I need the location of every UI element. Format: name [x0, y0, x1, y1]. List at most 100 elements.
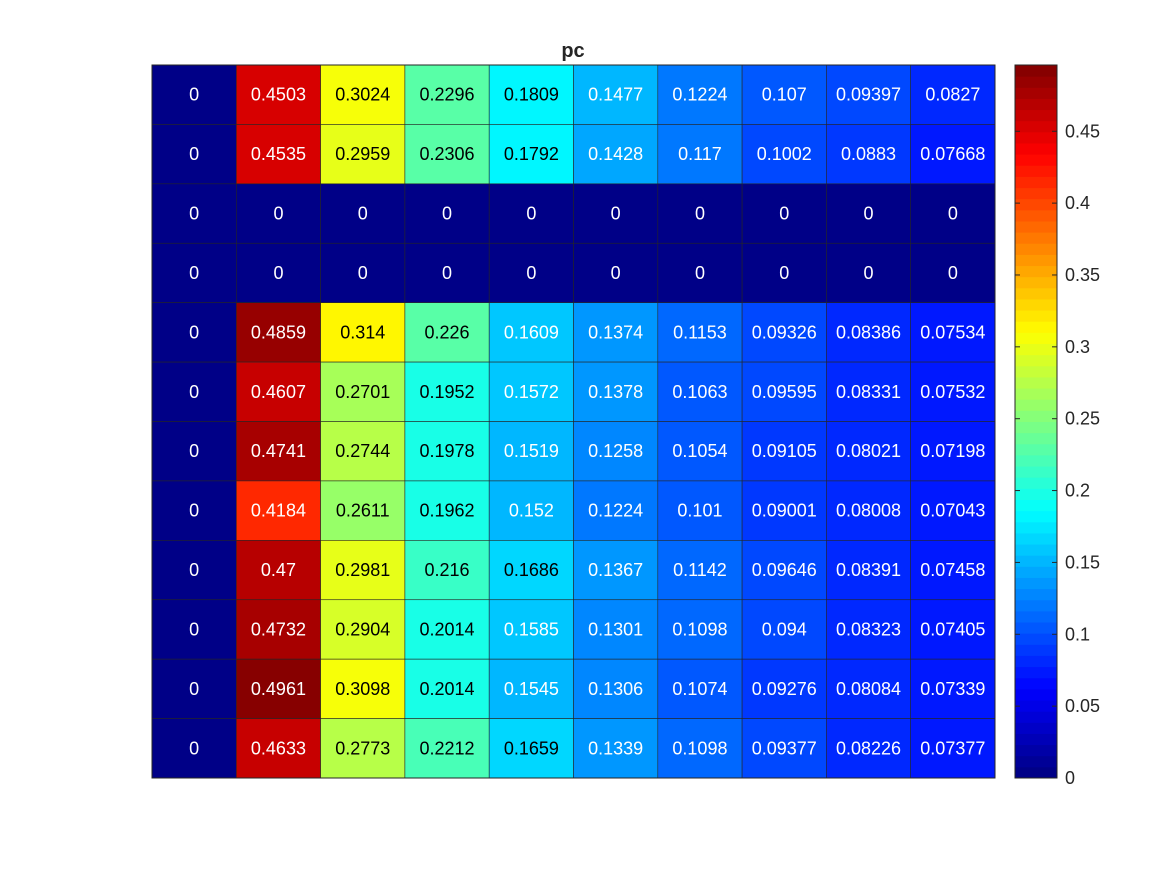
colorbar-segment [1015, 376, 1057, 389]
heatmap-cell [741, 421, 827, 482]
heatmap-cell-label: 0.09377 [752, 738, 817, 758]
heatmap-cell-label: 0 [189, 204, 199, 224]
colorbar-segment [1015, 131, 1057, 144]
colorbar-segment [1015, 733, 1057, 746]
colorbar-tick-label: 0.25 [1065, 409, 1100, 429]
heatmap-cell-label: 0 [189, 85, 199, 105]
heatmap-cell-label: 0.07339 [920, 679, 985, 699]
heatmap-cell-label: 0 [442, 263, 452, 283]
colorbar-segment [1015, 109, 1057, 122]
heatmap-cell-label: 0.2981 [335, 560, 390, 580]
heatmap-cell [826, 540, 912, 601]
heatmap-cell-label: 0.4607 [251, 382, 306, 402]
colorbar-segment [1015, 220, 1057, 233]
heatmap-cell-label: 0.4633 [251, 738, 306, 758]
heatmap-cell-label: 0 [273, 204, 283, 224]
heatmap-cell [320, 124, 406, 185]
colorbar-segment [1015, 599, 1057, 612]
heatmap-cell-label: 0.08084 [836, 679, 901, 699]
heatmap-cell [657, 540, 743, 601]
heatmap-cell-label: 0.4535 [251, 144, 306, 164]
colorbar-segment [1015, 354, 1057, 367]
heatmap-cell-label: 0.09105 [752, 441, 817, 461]
heatmap-cell-label: 0.1098 [672, 619, 727, 639]
heatmap-cell-label: 0.1054 [672, 441, 727, 461]
heatmap-cell-label: 0 [358, 263, 368, 283]
heatmap-cell [910, 64, 996, 125]
heatmap-cell-label: 0.1809 [504, 85, 559, 105]
colorbar-segment [1015, 142, 1057, 155]
heatmap-cell-label: 0.314 [340, 322, 385, 342]
heatmap-cell [826, 421, 912, 482]
heatmap-cell-label: 0 [864, 204, 874, 224]
heatmap-cell [910, 302, 996, 363]
heatmap-cell [741, 242, 827, 303]
heatmap-cell [741, 658, 827, 719]
colorbar-segment [1015, 666, 1057, 679]
colorbar-segment [1015, 276, 1057, 289]
colorbar-tick-label: 0.1 [1065, 624, 1090, 644]
colorbar-segment [1015, 700, 1057, 712]
heatmap-cell-label: 0.0827 [925, 85, 980, 105]
heatmap-cell [910, 658, 996, 719]
heatmap-cell-label: 0.1952 [420, 382, 475, 402]
heatmap-cell-label: 0 [189, 679, 199, 699]
heatmap-cell-label: 0 [779, 263, 789, 283]
heatmap-cell [657, 183, 743, 244]
heatmap-cell [488, 599, 574, 660]
heatmap-cell-label: 0.101 [677, 501, 722, 521]
heatmap-cell [910, 599, 996, 660]
heatmap-cell [657, 480, 743, 541]
heatmap-cell [404, 124, 490, 185]
heatmap-cell-label: 0.3098 [335, 679, 390, 699]
colorbar-tick-label: 0.35 [1065, 265, 1100, 285]
colorbar-segment [1015, 766, 1057, 779]
heatmap-cell [236, 480, 321, 541]
colorbar-segment [1015, 432, 1057, 445]
heatmap-cell-label: 0 [526, 204, 536, 224]
heatmap-cell-label: 0.08323 [836, 619, 901, 639]
colorbar-segment [1015, 655, 1057, 668]
heatmap-cell [404, 599, 490, 660]
heatmap-cell [657, 361, 743, 422]
colorbar-tick-label: 0.45 [1065, 121, 1100, 141]
colorbar-segment [1015, 677, 1057, 690]
colorbar-segment [1015, 510, 1057, 523]
heatmap-cell-label: 0.3024 [335, 85, 390, 105]
heatmap-cell [657, 658, 743, 719]
colorbar-segment [1015, 76, 1057, 88]
heatmap-cell-label: 0.08226 [836, 738, 901, 758]
colorbar: 0 0.05 0.1 0.15 0.2 0.25 0.3 0.35 0.4 0.45 [1014, 64, 1100, 788]
colorbar-segment [1015, 555, 1057, 567]
heatmap-cell [741, 183, 827, 244]
colorbar-segment [1015, 287, 1057, 300]
heatmap-cell [573, 599, 659, 660]
heatmap-cell [151, 183, 237, 244]
heatmap-cell-label: 0.152 [509, 501, 554, 521]
colorbar-segment [1015, 488, 1057, 500]
colorbar-segment [1015, 544, 1057, 556]
colorbar-segment [1015, 165, 1057, 177]
heatmap-cell-label: 0 [779, 204, 789, 224]
heatmap-cell-label: 0.1962 [420, 501, 475, 521]
heatmap-cell-label: 0.1519 [504, 441, 559, 461]
heatmap-cell [826, 480, 912, 541]
heatmap-cell [488, 540, 574, 601]
heatmap-cell [741, 64, 827, 125]
colorbar-segment [1015, 722, 1057, 734]
heatmap-cell [488, 658, 574, 719]
heatmap-cell-label: 0 [526, 263, 536, 283]
colorbar-segment [1015, 365, 1057, 378]
heatmap-cell [236, 718, 321, 779]
heatmap-cell-label: 0.107 [762, 85, 807, 105]
heatmap-cell-label: 0 [864, 263, 874, 283]
colorbar-segment [1015, 310, 1057, 322]
heatmap-cell-label: 0.09326 [752, 322, 817, 342]
colorbar-segment [1015, 410, 1057, 422]
heatmap-cell-label: 0.08021 [836, 441, 901, 461]
heatmap-cell-label: 0.09595 [752, 382, 817, 402]
heatmap-cell-label: 0.1301 [588, 619, 643, 639]
heatmap-cell [151, 361, 237, 422]
heatmap-cell-label: 0.2773 [335, 738, 390, 758]
